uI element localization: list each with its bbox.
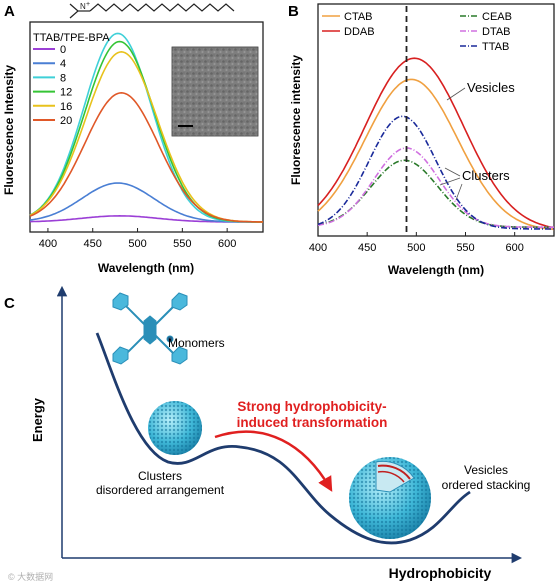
series-line-a-4: [29, 182, 263, 223]
legend-label-b-ceab: CEAB: [482, 11, 512, 23]
clusters-pointer-1: [444, 167, 461, 177]
ttab-molecule-structure: N +: [69, 1, 235, 19]
x-tick-label-b-500: 500: [407, 242, 425, 254]
annotation-clusters: Clusters: [462, 168, 510, 183]
x-tick-label-b-400: 400: [309, 242, 327, 254]
legend-a: 0 4 8 12 16 20: [33, 44, 72, 127]
transition-label-line2: induced transformation: [237, 415, 388, 430]
watermark: © 大数据网: [8, 571, 53, 582]
vesicles-pointer: [446, 87, 466, 101]
svg-text:N: N: [80, 2, 86, 11]
cluster-sphere-icon: [148, 401, 202, 455]
vesicles-sublabel: ordered stacking: [442, 478, 531, 492]
x-tick-label-b-550: 550: [456, 242, 474, 254]
legend-label-a-4: 4: [60, 58, 66, 70]
monomers-label: Monomers: [168, 336, 225, 350]
series-line-b-ttab: [317, 115, 554, 230]
vesicle-sphere-icon: [349, 457, 431, 539]
legend-label-a-0: 0: [60, 44, 66, 56]
vesicles-label: Vesicles: [464, 463, 508, 477]
panel-b: 400 450 500 550 600 Fluorescence intensity W…: [289, 3, 555, 277]
x-tick-label-b-450: 450: [358, 242, 376, 254]
series-line-a-20: [29, 91, 263, 223]
y-axis-label-a: Fluorescence Intensity: [2, 65, 16, 195]
plot-frame-b: [317, 3, 555, 237]
x-axis-label-b: Wavelength (nm): [388, 263, 484, 277]
x-tick-label-a-500: 500: [128, 238, 146, 250]
legend-label-a-8: 8: [60, 72, 66, 84]
tem-inset-image: [171, 46, 259, 137]
panel-a: N + 400 450 500 550 600 Fluorescence Intensi…: [2, 1, 264, 275]
x-tick-label-a-600: 600: [218, 238, 236, 250]
series-line-b-ctab: [317, 78, 555, 231]
series-line-b-ddab: [317, 57, 555, 229]
x-axis-ticks-b: 400 450 500 550 600: [309, 232, 524, 254]
series-line-b-dtab: [317, 147, 554, 228]
transformation-arrow: [214, 430, 333, 492]
x-axis-label-a: Wavelength (nm): [98, 261, 194, 275]
legend-label-b-ttab: TTAB: [482, 41, 509, 53]
energy-axis-label: Energy: [30, 397, 45, 442]
series-line-b-ceab: [317, 159, 554, 228]
legend-label-b-dtab: DTAB: [482, 26, 511, 38]
x-tick-label-a-450: 450: [84, 238, 102, 250]
x-axis-ticks-a: 400 450 500 550 600: [39, 228, 236, 250]
panel-letter-c: C: [4, 295, 15, 312]
clusters-label: Clusters: [138, 469, 182, 483]
legend-label-b-ctab: CTAB: [344, 11, 373, 23]
legend-b: CTAB DDAB CEAB DTAB TTAB: [322, 11, 512, 53]
series-lines-a: [29, 32, 263, 223]
panel-letter-a: A: [4, 3, 15, 20]
transition-label-line1: Strong hydrophobicity-: [237, 399, 386, 414]
legend-label-b-ddab: DDAB: [344, 26, 375, 38]
monomer-molecule-icon: [112, 292, 188, 365]
x-tick-label-b-600: 600: [505, 242, 523, 254]
x-tick-label-a-400: 400: [39, 238, 57, 250]
legend-label-a-12: 12: [60, 87, 72, 99]
energy-landscape-curve: [95, 332, 471, 545]
panel-letter-b: B: [288, 3, 299, 20]
svg-text:+: +: [86, 1, 90, 8]
clusters-sublabel: disordered arrangement: [96, 483, 225, 497]
x-tick-label-a-550: 550: [173, 238, 191, 250]
panel-c: Energy Hydrophobicity Monomers Clusters …: [30, 285, 531, 581]
annotation-vesicles: Vesicles: [467, 80, 515, 95]
legend-title-a: TTAB/TPE-BPA: [33, 32, 110, 44]
series-lines-b: [317, 57, 555, 231]
clusters-pointer-2: [439, 177, 461, 186]
hydrophobicity-axis-label: Hydrophobicity: [389, 565, 492, 581]
clusters-pointer-3: [455, 183, 463, 201]
plot-frame-a: [29, 21, 264, 233]
legend-label-a-20: 20: [60, 115, 72, 127]
legend-label-a-16: 16: [60, 101, 72, 113]
y-axis-label-b: Fluorescence intensity: [289, 55, 303, 185]
